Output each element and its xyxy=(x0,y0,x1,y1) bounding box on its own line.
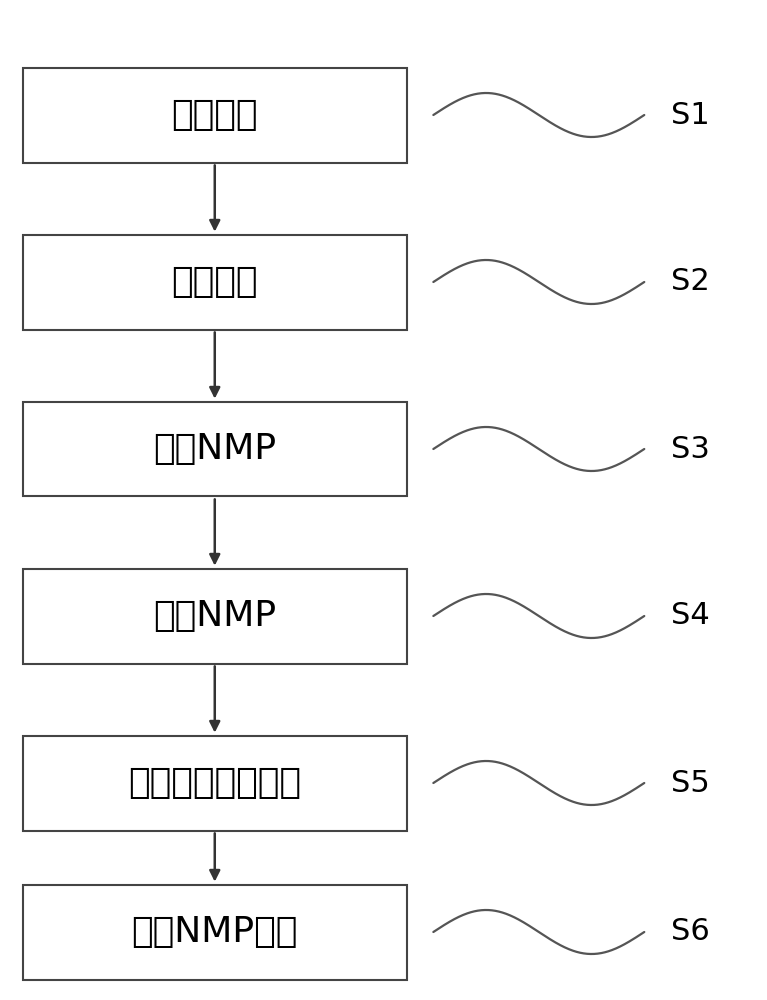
Text: 初次冷凝: 初次冷凝 xyxy=(172,98,258,132)
Text: S1: S1 xyxy=(671,101,710,129)
Text: 分离出高沸点杂质: 分离出高沸点杂质 xyxy=(128,766,301,800)
Bar xyxy=(23,736,407,830)
Text: S6: S6 xyxy=(671,918,710,946)
Text: S4: S4 xyxy=(671,601,710,631)
Bar xyxy=(23,401,407,496)
Bar xyxy=(23,884,407,980)
Text: S5: S5 xyxy=(671,768,710,798)
Text: 分离NMP: 分离NMP xyxy=(153,432,276,466)
Bar xyxy=(23,568,407,664)
Text: S3: S3 xyxy=(671,434,710,464)
Bar xyxy=(23,68,407,162)
Bar xyxy=(23,234,407,330)
Text: 收集NMP: 收集NMP xyxy=(153,599,276,633)
Text: 气体压缩: 气体压缩 xyxy=(172,265,258,299)
Text: S2: S2 xyxy=(671,267,710,296)
Text: 得到NMP纯液: 得到NMP纯液 xyxy=(132,915,298,949)
